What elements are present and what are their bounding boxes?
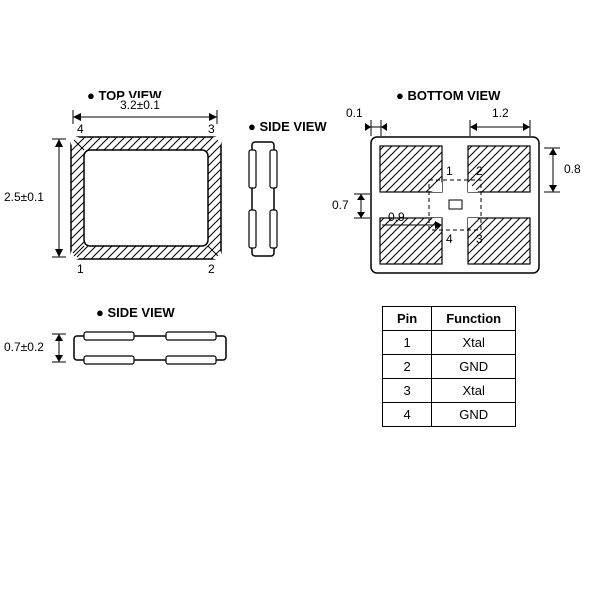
table-row: 3 Xtal [383, 379, 516, 403]
th-pin: Pin [383, 307, 432, 331]
table-row: 4 GND [383, 403, 516, 427]
top-height-value: 2.5±0.1 [4, 190, 44, 204]
bv-dim-gapv [352, 192, 370, 220]
side-view-2 [70, 330, 230, 366]
bottom-view-body [370, 136, 540, 274]
bv-dim-edge [357, 118, 397, 136]
top-view-body [70, 136, 222, 260]
top-height-dim [50, 136, 68, 260]
table-row: 1 Xtal [383, 331, 516, 355]
bv-pin-3: 3 [476, 232, 483, 246]
top-pin-1: 1 [77, 262, 84, 276]
bv-padw-val: 1.2 [492, 106, 509, 120]
bv-dim-padw [468, 118, 532, 136]
bottom-view-label: ● BOTTOM VIEW [396, 88, 500, 103]
pin-function-table: Pin Function 1 Xtal 2 GND 3 Xtal 4 GND [382, 306, 516, 427]
side-view-2-label: ● SIDE VIEW [96, 305, 175, 320]
side-view-1 [248, 140, 278, 258]
table-row: 2 GND [383, 355, 516, 379]
bv-gapv-val: 0.7 [332, 198, 349, 212]
bv-edge-val: 0.1 [346, 106, 363, 120]
side-view-1-label: ● SIDE VIEW [248, 119, 327, 134]
top-pin-2: 2 [208, 262, 215, 276]
top-width-value: 3.2±0.1 [118, 98, 162, 112]
bv-gaph-val: 0.9 [388, 210, 405, 224]
th-func: Function [432, 307, 516, 331]
top-pin-3: 3 [208, 122, 215, 136]
bv-pin-4: 4 [446, 232, 453, 246]
bv-pin-2: 2 [476, 164, 483, 178]
side2-height-dim [50, 332, 68, 364]
bv-padh-val: 0.8 [564, 162, 581, 176]
bv-dim-padh [544, 146, 562, 194]
side2-height-value: 0.7±0.2 [4, 340, 44, 354]
bv-pin-1: 1 [446, 164, 453, 178]
top-pin-4: 4 [77, 122, 84, 136]
